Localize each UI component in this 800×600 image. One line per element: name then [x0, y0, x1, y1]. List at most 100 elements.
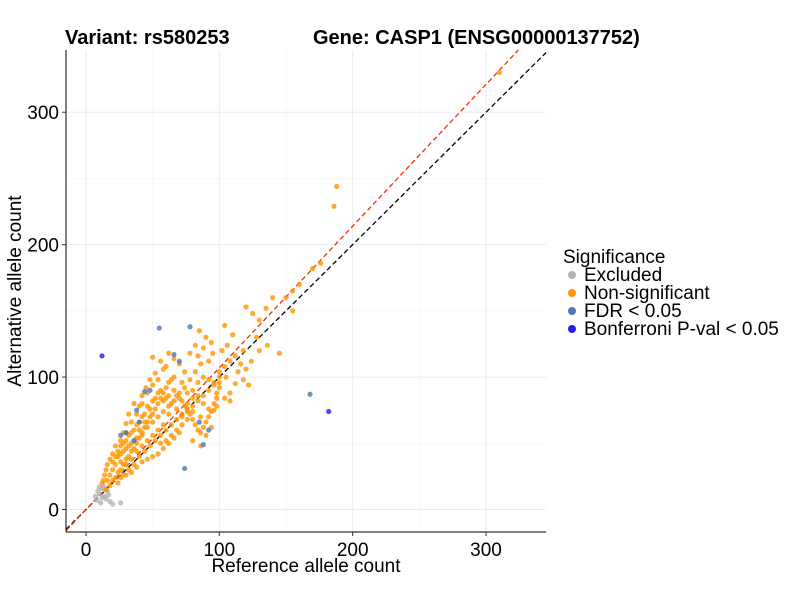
- data-point-non-significant: [182, 385, 188, 391]
- data-point-non-significant: [176, 390, 182, 396]
- data-point-non-significant: [223, 374, 229, 380]
- data-point-non-significant: [166, 350, 172, 356]
- data-point-non-significant: [150, 354, 156, 360]
- data-point-non-significant: [250, 310, 256, 317]
- data-point-non-significant: [184, 416, 190, 423]
- data-point-non-significant: [240, 377, 246, 383]
- data-point-bonferroni-p-val-0-05: [99, 353, 105, 359]
- data-point-non-significant: [128, 456, 134, 462]
- x-tick-label: 300: [470, 540, 502, 561]
- data-point-non-significant: [290, 288, 296, 294]
- data-point-fdr-0-05: [123, 430, 129, 436]
- data-point-non-significant: [200, 345, 206, 351]
- data-point-non-significant: [206, 406, 212, 412]
- data-point-non-significant: [200, 400, 206, 407]
- data-point-non-significant: [123, 420, 129, 427]
- data-point-non-significant: [195, 379, 201, 385]
- data-point-non-significant: [203, 334, 209, 340]
- legend-key-1: [568, 289, 576, 297]
- data-point-non-significant: [243, 366, 249, 372]
- data-point-non-significant: [150, 398, 156, 404]
- data-point-non-significant: [143, 385, 149, 391]
- data-point-non-significant: [174, 427, 180, 433]
- data-point-excluded: [118, 500, 124, 506]
- data-point-fdr-0-05: [200, 442, 206, 448]
- data-point-non-significant: [112, 461, 118, 468]
- data-point-non-significant: [168, 422, 174, 428]
- data-point-non-significant: [206, 414, 212, 420]
- data-point-non-significant: [214, 403, 220, 409]
- data-point-non-significant: [264, 342, 270, 348]
- data-point-non-significant: [166, 411, 172, 417]
- data-point-non-significant: [179, 414, 185, 420]
- data-point-non-significant: [103, 487, 109, 493]
- data-point-non-significant: [296, 281, 302, 287]
- data-point-excluded: [103, 496, 109, 502]
- data-point-fdr-0-05: [171, 351, 177, 358]
- data-point-non-significant: [103, 467, 109, 473]
- y-tick-label: 100: [27, 368, 59, 389]
- data-point-non-significant: [184, 390, 190, 396]
- x-tick-label: 100: [203, 540, 235, 561]
- data-point-non-significant: [166, 393, 172, 399]
- chart-title-gene: Gene: CASP1 (ENSG00000137752): [313, 27, 640, 49]
- data-point-non-significant: [134, 464, 140, 470]
- data-point-non-significant: [190, 395, 196, 401]
- data-point-non-significant: [160, 398, 166, 404]
- data-point-fdr-0-05: [307, 391, 313, 397]
- data-point-non-significant: [160, 366, 166, 372]
- data-point-fdr-0-05: [156, 325, 162, 331]
- data-point-non-significant: [198, 414, 204, 420]
- y-axis-label: Alternative allele count: [5, 195, 26, 387]
- data-point-non-significant: [110, 467, 116, 473]
- data-point-non-significant: [147, 443, 153, 449]
- data-point-fdr-0-05: [182, 465, 188, 472]
- data-point-non-significant: [195, 353, 201, 359]
- data-point-non-significant: [160, 408, 166, 415]
- data-point-non-significant: [112, 443, 118, 449]
- data-point-non-significant: [216, 374, 222, 380]
- x-tick-label: 0: [81, 540, 92, 561]
- data-point-non-significant: [152, 438, 158, 444]
- data-point-non-significant: [168, 432, 174, 438]
- data-point-non-significant: [496, 69, 502, 76]
- legend-label-3: Bonferroni P-val < 0.05: [584, 319, 779, 340]
- y-tick-label: 300: [27, 103, 59, 124]
- data-point-non-significant: [131, 400, 137, 407]
- data-point-non-significant: [144, 456, 150, 462]
- legend-key-3: [568, 325, 576, 333]
- data-point-non-significant: [166, 403, 172, 409]
- data-point-non-significant: [270, 295, 276, 301]
- data-point-non-significant: [150, 453, 156, 460]
- data-point-non-significant: [196, 328, 202, 334]
- data-point-non-significant: [235, 369, 241, 375]
- data-point-non-significant: [246, 382, 252, 388]
- data-point-non-significant: [155, 390, 161, 396]
- data-point-non-significant: [128, 419, 134, 425]
- data-point-non-significant: [206, 377, 212, 383]
- data-point-non-significant: [136, 427, 142, 433]
- data-point-non-significant: [248, 358, 254, 364]
- data-point-non-significant: [123, 472, 129, 478]
- data-point-non-significant: [139, 414, 145, 420]
- data-point-non-significant: [203, 432, 209, 438]
- data-point-non-significant: [187, 350, 193, 356]
- data-point-non-significant: [190, 403, 196, 409]
- data-point-non-significant: [144, 424, 150, 430]
- data-point-non-significant: [144, 438, 150, 444]
- data-point-excluded: [106, 492, 112, 498]
- data-point-non-significant: [126, 411, 132, 417]
- data-point-non-significant: [216, 369, 222, 375]
- data-point-non-significant: [192, 422, 198, 428]
- axes: [65, 50, 546, 533]
- data-point-non-significant: [150, 411, 156, 417]
- data-point-excluded: [95, 488, 101, 494]
- x-tick-label: 200: [337, 540, 369, 561]
- data-point-non-significant: [263, 305, 269, 311]
- data-point-non-significant: [152, 370, 158, 376]
- data-point-non-significant: [240, 347, 246, 354]
- data-point-non-significant: [112, 453, 118, 460]
- data-point-non-significant: [222, 322, 228, 329]
- legend-title: Significance: [563, 247, 665, 268]
- data-point-fdr-0-05: [131, 438, 137, 444]
